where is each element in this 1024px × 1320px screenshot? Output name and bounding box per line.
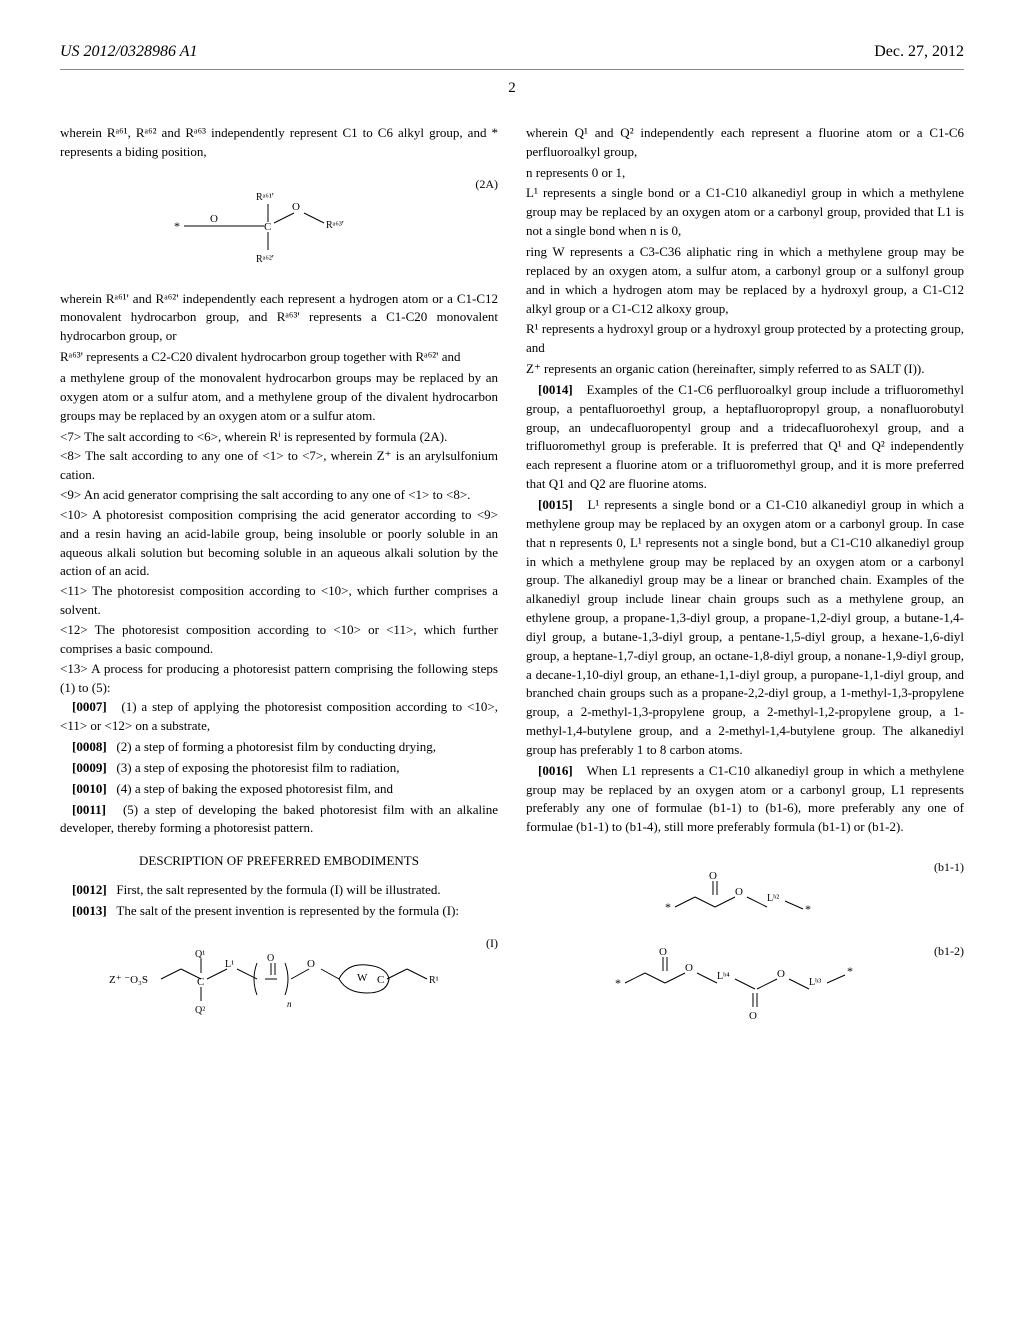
claim-item: <11> The photoresist composition accordi… xyxy=(60,582,498,620)
numbered-paragraph: [0007] (1) a step of applying the photor… xyxy=(60,698,498,736)
formula-label: (b1-2) xyxy=(934,943,964,960)
numbered-paragraph: [0008] (2) a step of forming a photoresi… xyxy=(60,738,498,757)
paragraph-number: [0010] xyxy=(72,781,107,796)
claim-item: <12> The photoresist composition accordi… xyxy=(60,621,498,659)
body-text: (1) a step of applying the photoresist c… xyxy=(60,699,498,733)
numbered-paragraph: [0009] (3) a step of exposing the photor… xyxy=(60,759,498,778)
numbered-paragraph: [0012] First, the salt represented by th… xyxy=(60,881,498,900)
svg-text:*: * xyxy=(665,900,671,914)
svg-text:L¹: L¹ xyxy=(225,959,234,970)
svg-text:Q¹: Q¹ xyxy=(195,949,205,960)
body-text: Examples of the C1-C6 perfluoroalkyl gro… xyxy=(526,382,964,491)
svg-text:O: O xyxy=(709,870,717,882)
patent-page: US 2012/0328986 A1 Dec. 27, 2012 2 where… xyxy=(0,0,1024,1079)
body-text: R¹ represents a hydroxyl group or a hydr… xyxy=(526,320,964,358)
numbered-paragraph: [0015] L¹ represents a single bond or a … xyxy=(526,496,964,760)
svg-text:Lᵇ²: Lᵇ² xyxy=(767,893,779,904)
numbered-paragraph: [0011] (5) a step of developing the bake… xyxy=(60,801,498,839)
svg-text:O: O xyxy=(659,946,667,958)
paragraph-number: [0011] xyxy=(72,802,106,817)
body-text: (3) a step of exposing the photoresist f… xyxy=(116,760,399,775)
paragraph-number: [0009] xyxy=(72,760,107,775)
body-text: ring W represents a C3-C36 aliphatic rin… xyxy=(526,243,964,318)
body-text: The salt of the present invention is rep… xyxy=(116,903,459,918)
svg-text:*: * xyxy=(615,976,621,990)
claim-item: <10> A photoresist composition comprisin… xyxy=(60,506,498,581)
formula-label: (b1-1) xyxy=(934,859,964,876)
body-text: Z⁺ represents an organic cation (hereina… xyxy=(526,360,964,379)
svg-text:*: * xyxy=(174,219,180,233)
svg-text:C: C xyxy=(377,974,384,986)
svg-text:O: O xyxy=(292,201,300,213)
claim-item: <9> An acid generator comprising the sal… xyxy=(60,486,498,505)
numbered-paragraph: [0014] Examples of the C1-C6 perfluoroal… xyxy=(526,381,964,494)
right-column: wherein Q¹ and Q² independently each rep… xyxy=(526,124,964,1039)
chemical-structure-icon: * O C Rᵃ⁶¹' Rᵃ⁶²' O Rᵃ⁶³' xyxy=(164,176,394,276)
body-text: wherein Rᵃ⁶¹, Rᵃ⁶² and Rᵃ⁶³ independentl… xyxy=(60,124,498,162)
patent-number: US 2012/0328986 A1 xyxy=(60,40,197,63)
formula-b1-2: (b1-2) * O O Lᵇ⁴ xyxy=(526,943,964,1023)
svg-text:C: C xyxy=(197,976,204,988)
svg-text:O: O xyxy=(735,886,743,898)
section-title: DESCRIPTION OF PREFERRED EMBODIMENTS xyxy=(60,852,498,871)
svg-text:Rᵃ⁶²': Rᵃ⁶²' xyxy=(256,254,274,265)
patent-date: Dec. 27, 2012 xyxy=(874,40,964,63)
formula-label: (I) xyxy=(486,935,498,952)
body-text: (5) a step of developing the baked photo… xyxy=(60,802,498,836)
paragraph-number: [0015] xyxy=(538,497,573,512)
body-text: a methylene group of the monovalent hydr… xyxy=(60,369,498,426)
svg-text:Lᵇ³: Lᵇ³ xyxy=(809,977,821,988)
svg-text:O: O xyxy=(749,1010,757,1022)
numbered-paragraph: [0016] When L1 represents a C1-C10 alkan… xyxy=(526,762,964,837)
claim-item: <7> The salt according to <6>, wherein R… xyxy=(60,428,498,447)
svg-text:W: W xyxy=(357,972,368,984)
body-text: (4) a step of baking the exposed photore… xyxy=(116,781,393,796)
body-text: wherein Q¹ and Q² independently each rep… xyxy=(526,124,964,162)
svg-text:Q²: Q² xyxy=(195,1005,205,1016)
claim-item: <13> A process for producing a photoresi… xyxy=(60,660,498,698)
svg-text:*: * xyxy=(847,964,853,978)
body-text: wherein Rᵃ⁶¹' and Rᵃ⁶²' independently ea… xyxy=(60,290,498,347)
svg-text:O: O xyxy=(685,962,693,974)
paragraph-number: [0016] xyxy=(538,763,573,778)
svg-text:O: O xyxy=(267,953,274,964)
formula-label: (2A) xyxy=(475,176,498,193)
columns-container: wherein Rᵃ⁶¹, Rᵃ⁶² and Rᵃ⁶³ independentl… xyxy=(60,124,964,1039)
page-header: US 2012/0328986 A1 Dec. 27, 2012 xyxy=(60,40,964,70)
paragraph-number: [0007] xyxy=(72,699,107,714)
body-text: First, the salt represented by the formu… xyxy=(116,882,440,897)
body-text: L¹ represents a single bond or a C1-C10 … xyxy=(526,497,964,757)
chemical-structure-icon: * O O Lᵇ² * xyxy=(635,859,855,929)
paragraph-number: [0014] xyxy=(538,382,573,397)
page-number: 2 xyxy=(60,78,964,100)
svg-text:C: C xyxy=(264,221,271,233)
svg-text:O: O xyxy=(777,968,785,980)
paragraph-number: [0013] xyxy=(72,903,107,918)
svg-text:n: n xyxy=(287,999,292,1009)
body-text: L¹ represents a single bond or a C1-C10 … xyxy=(526,184,964,241)
left-column: wherein Rᵃ⁶¹, Rᵃ⁶² and Rᵃ⁶³ independentl… xyxy=(60,124,498,1039)
chemical-structure-icon: Z⁺ ⁻O₃S C Q¹ Q² L¹ xyxy=(99,935,459,1025)
svg-text:*: * xyxy=(805,902,811,916)
paragraph-number: [0012] xyxy=(72,882,107,897)
body-text: Rᵃ⁶³' represents a C2-C20 divalent hydro… xyxy=(60,348,498,367)
formula-2a: (2A) * O C Rᵃ⁶¹' Rᵃ⁶²' O xyxy=(60,176,498,276)
svg-text:Rᵃ⁶³': Rᵃ⁶³' xyxy=(326,220,344,231)
body-text: When L1 represents a C1-C10 alkanediyl g… xyxy=(526,763,964,835)
paragraph-number: [0008] xyxy=(72,739,107,754)
numbered-paragraph: [0010] (4) a step of baking the exposed … xyxy=(60,780,498,799)
claim-item: <8> The salt according to any one of <1>… xyxy=(60,447,498,485)
body-text: n represents 0 or 1, xyxy=(526,164,964,183)
numbered-paragraph: [0013] The salt of the present invention… xyxy=(60,902,498,921)
body-text: (2) a step of forming a photoresist film… xyxy=(116,739,436,754)
svg-text:R¹: R¹ xyxy=(429,975,439,986)
formula-i: (I) Z⁺ ⁻O₃S C Q¹ Q² L¹ xyxy=(60,935,498,1025)
svg-text:O: O xyxy=(210,213,218,225)
svg-text:Rᵃ⁶¹': Rᵃ⁶¹' xyxy=(256,192,274,203)
svg-text:Z⁺ ⁻O₃S: Z⁺ ⁻O₃S xyxy=(109,974,148,986)
chemical-structure-icon: * O O Lᵇ⁴ O xyxy=(595,943,895,1023)
formula-b1-1: (b1-1) * O O Lᵇ² xyxy=(526,859,964,929)
svg-text:Lᵇ⁴: Lᵇ⁴ xyxy=(717,971,730,982)
svg-text:O: O xyxy=(307,958,315,970)
